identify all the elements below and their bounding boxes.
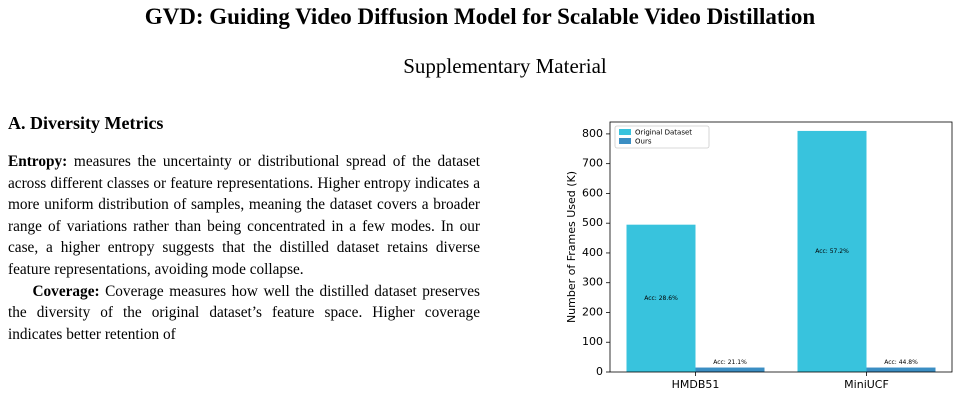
y-tick-label: 200 bbox=[582, 305, 603, 318]
y-tick-label: 300 bbox=[582, 276, 603, 289]
paragraph: Coverage: Coverage measures how well the… bbox=[8, 281, 480, 346]
legend-box bbox=[614, 125, 710, 149]
axes-frame bbox=[609, 121, 953, 373]
y-tick-label: 500 bbox=[582, 216, 603, 229]
chart: 0 100 200 300 400 500 600 700 800 Number of Frame… bbox=[565, 121, 953, 391]
y-axis-label: Number of Frames Used (K) bbox=[565, 171, 578, 323]
x-tick-label: MiniUCF bbox=[844, 378, 889, 391]
y-tick-label: 700 bbox=[582, 157, 603, 170]
y-tick-label: 100 bbox=[582, 335, 603, 348]
paragraph-lead: Entropy: bbox=[8, 153, 68, 170]
paper-subtitle: Supplementary Material bbox=[403, 54, 607, 78]
paragraph: Entropy: measures the uncertainty or dis… bbox=[8, 151, 480, 281]
bar bbox=[695, 367, 765, 372]
bar bbox=[866, 367, 936, 372]
paragraph-text: measures the uncertainty or distribution… bbox=[8, 153, 480, 278]
paragraph-text: Coverage measures how well the distilled… bbox=[8, 282, 480, 343]
bar-annotation: Acc: 28.6% bbox=[644, 295, 678, 302]
legend-swatch bbox=[619, 129, 631, 135]
legend-swatch bbox=[619, 138, 631, 144]
legend-label: Original Dataset bbox=[635, 129, 692, 137]
section-heading: A. Diversity Metrics bbox=[8, 113, 164, 133]
legend-label: Ours bbox=[635, 138, 652, 146]
section-body: Entropy: measures the uncertainty or dis… bbox=[8, 151, 480, 345]
bar-annotation: Acc: 21.1% bbox=[713, 359, 747, 366]
bar-annotation: Acc: 57.2% bbox=[815, 248, 849, 255]
paragraph-lead: Coverage: bbox=[32, 282, 100, 300]
y-tick-label: 600 bbox=[582, 186, 603, 199]
y-tick-label: 800 bbox=[582, 127, 603, 140]
paper-title: GVD: Guiding Video Diffusion Model for S… bbox=[144, 4, 816, 29]
bar bbox=[626, 224, 696, 372]
y-tick-label: 400 bbox=[582, 246, 603, 259]
x-tick-label: HMDB51 bbox=[672, 378, 720, 391]
bar bbox=[797, 130, 867, 372]
y-tick-label: 0 bbox=[596, 365, 603, 378]
bar-annotation: Acc: 44.8% bbox=[884, 359, 918, 366]
